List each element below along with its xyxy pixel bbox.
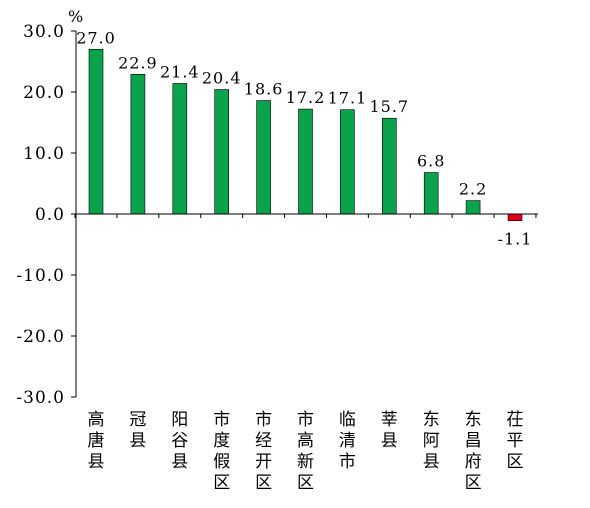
bar <box>130 74 146 215</box>
y-tick-label: -10.0 <box>16 266 65 286</box>
category-label: 阳谷县 <box>171 410 188 472</box>
y-tick-label: 10.0 <box>23 144 65 164</box>
bar <box>298 108 313 215</box>
bar-value-label: -1.1 <box>498 230 533 249</box>
bar-value-label: 21.4 <box>160 62 200 81</box>
category-label: 茌平区 <box>507 410 524 472</box>
bar-value-label: 17.1 <box>328 89 368 108</box>
y-tick-label: 30.0 <box>23 22 65 42</box>
bar-value-label: 2.2 <box>459 180 487 199</box>
category-label: 市经开区 <box>255 410 272 493</box>
category-label: 东阿县 <box>423 410 440 472</box>
bar <box>172 83 188 215</box>
category-label: 东昌府区 <box>465 410 482 493</box>
bar <box>88 48 104 215</box>
category-label: 市度假区 <box>213 410 230 493</box>
category-label: 冠县 <box>129 410 146 451</box>
y-tick-label: -30.0 <box>16 388 65 408</box>
category-label: 临清市 <box>339 410 356 472</box>
bar <box>340 109 355 215</box>
bar <box>381 117 397 215</box>
bar <box>256 100 271 215</box>
bar <box>507 213 523 222</box>
y-axis-ticks: 30.0 20.0 10.0 0.0 -10.0 -20.0 -30.0 <box>16 22 537 408</box>
y-tick-label: 20.0 <box>23 83 65 103</box>
category-label: 莘县 <box>381 410 398 451</box>
bars-group <box>88 48 523 222</box>
bar-value-label: 18.6 <box>244 80 284 99</box>
category-label: 高唐县 <box>88 410 105 472</box>
data-labels-group: 27.022.9 21.4 20.418.6 17.2 17.1 15.7 6.8 2.2 -1… <box>76 28 533 249</box>
bar-value-label: 6.8 <box>417 152 445 171</box>
category-label: 市高新区 <box>297 410 314 493</box>
y-axis-unit-label: % <box>68 7 83 26</box>
category-labels-group: 高唐县 冠县 阳谷县 市度假区 市经开区 市高新区 临清市 莘县 东阿县 东昌府区 茌平区 <box>88 410 524 493</box>
bar-value-label: 20.4 <box>202 69 242 88</box>
bar <box>423 172 439 215</box>
y-tick-label: -20.0 <box>16 327 65 347</box>
bar-value-label: 15.7 <box>369 97 409 116</box>
bar-value-label: 17.2 <box>286 88 326 107</box>
bar-value-label: 27.0 <box>76 28 116 47</box>
y-tick-label: 0.0 <box>35 205 65 225</box>
bar <box>214 89 229 215</box>
bar <box>465 200 481 215</box>
bar-value-label: 22.9 <box>118 53 158 72</box>
